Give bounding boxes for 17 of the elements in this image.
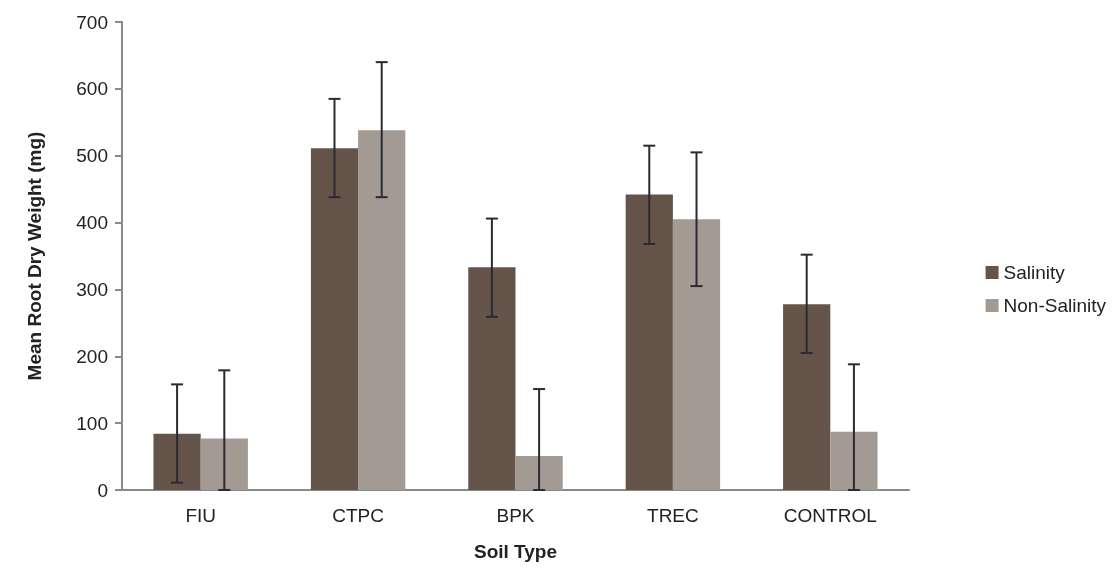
y-tick-label: 600 <box>76 78 108 100</box>
y-axis-title: Mean Root Dry Weight (mg) <box>24 131 45 381</box>
x-axis-title: Soil Type <box>473 541 558 562</box>
y-tick-label: 100 <box>76 412 108 434</box>
legend-label: Salinity <box>1003 262 1066 283</box>
y-tick-label: 400 <box>76 212 108 234</box>
y-tick-label: 700 <box>76 11 108 33</box>
y-tick-label: 300 <box>76 278 108 300</box>
legend-label: Non-Salinity <box>1003 295 1107 316</box>
x-tick-label: CONTROL <box>783 505 877 526</box>
y-tick-label: 200 <box>76 345 108 367</box>
x-tick-label: FIU <box>185 505 216 526</box>
x-tick-label: CTPC <box>332 505 384 526</box>
y-tick-label: 0 <box>97 479 108 501</box>
y-tick-label: 500 <box>76 145 108 167</box>
x-tick-label: BPK <box>496 505 535 526</box>
x-tick-label: TREC <box>647 505 699 526</box>
